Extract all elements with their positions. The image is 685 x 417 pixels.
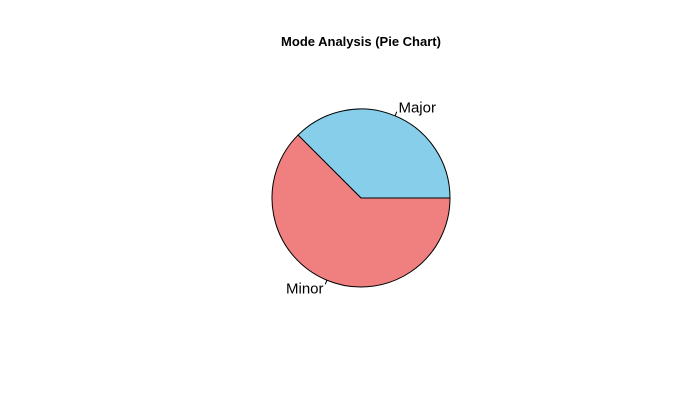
pie-labels: Major Minor — [286, 100, 436, 298]
pie-slice-major — [297, 108, 451, 199]
pie-slice-minor — [271, 134, 451, 288]
pie-label-tick-minor — [324, 280, 328, 285]
pie-label-minor: Minor — [286, 280, 324, 297]
pie-slices — [271, 108, 451, 288]
pie-label-tick-major — [394, 111, 398, 116]
chart-title: Mode Analysis (Pie Chart) — [281, 34, 441, 49]
pie-label-major: Major — [398, 100, 436, 117]
